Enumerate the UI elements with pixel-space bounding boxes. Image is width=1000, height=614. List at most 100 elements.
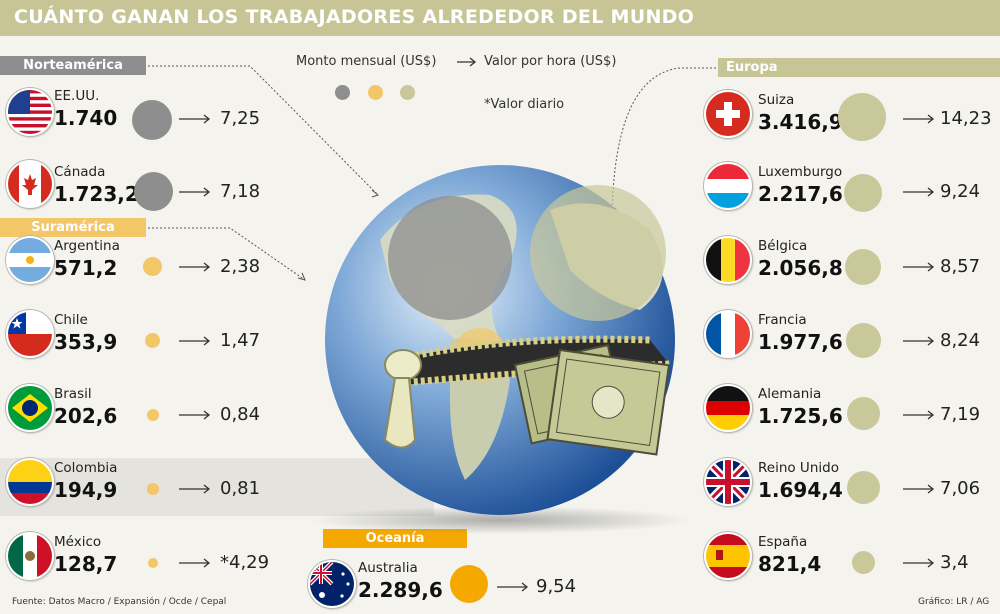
monthly-bubble — [143, 257, 162, 276]
hourly-value: 1,47 — [220, 330, 261, 351]
arrow-icon — [178, 482, 212, 501]
monthly-value: 2.056,8 — [758, 256, 843, 280]
monthly-value: 821,4 — [758, 552, 822, 576]
legend-dot-north-america — [335, 85, 350, 100]
monthly-bubble — [147, 483, 159, 495]
arrow-icon — [178, 556, 212, 575]
hourly-value: 7,18 — [220, 181, 261, 202]
usa-flag-icon — [6, 88, 54, 136]
argentina-flag-icon — [6, 236, 54, 284]
monthly-bubble — [147, 409, 159, 421]
monthly-value: 202,6 — [54, 404, 118, 428]
colombia-flag-icon — [6, 458, 54, 506]
country-name: Bélgica — [758, 238, 808, 254]
country-name: Luxemburgo — [758, 164, 843, 180]
hourly-value: 0,81 — [220, 478, 261, 499]
arrow-icon — [902, 185, 936, 204]
monthly-bubble — [134, 172, 173, 211]
country-name: España — [758, 534, 808, 550]
monthly-value: 2.217,6 — [758, 182, 843, 206]
arrow-icon — [178, 112, 212, 131]
country-name: EE.UU. — [54, 88, 100, 104]
monthly-bubble — [450, 565, 488, 603]
monthly-value: 3.416,9 — [758, 110, 843, 134]
region-label: Europa — [726, 60, 778, 75]
monthly-bubble — [847, 397, 880, 430]
hourly-value: 7,06 — [940, 478, 981, 499]
hourly-value: 7,25 — [220, 108, 261, 129]
arrow-icon — [902, 408, 936, 427]
page-title: CUÁNTO GANAN LOS TRABAJADORES ALREDEDOR … — [14, 6, 695, 28]
title-bar: CUÁNTO GANAN LOS TRABAJADORES ALREDEDOR … — [0, 0, 1000, 36]
globe-illustration — [310, 165, 690, 534]
country-name: Chile — [54, 312, 88, 328]
monthly-bubble — [132, 100, 172, 140]
hourly-value: 9,24 — [940, 181, 981, 202]
monthly-value: 194,9 — [54, 478, 118, 502]
arrow-icon — [496, 580, 530, 599]
monthly-bubble — [145, 333, 160, 348]
region-label: Oceanía — [365, 531, 425, 546]
country-name: Cánada — [54, 164, 106, 180]
spain-flag-icon — [704, 532, 752, 580]
monthly-value: 1.725,6 — [758, 404, 843, 428]
country-name: México — [54, 534, 102, 550]
monthly-bubble — [852, 551, 875, 574]
credit-note: Gráfico: LR / AG — [918, 597, 990, 607]
legend-dot-south-america — [368, 85, 383, 100]
country-name: Reino Unido — [758, 460, 839, 476]
monthly-bubble — [845, 249, 881, 285]
monthly-bubble — [844, 174, 882, 212]
monthly-bubble — [846, 323, 881, 358]
monthly-value: 571,2 — [54, 256, 118, 280]
mexico-flag-icon — [6, 532, 54, 580]
monthly-value: 2.289,6 — [358, 578, 443, 602]
country-name: Alemania — [758, 386, 822, 402]
monthly-bubble — [148, 558, 158, 568]
bubble-overlay-europe — [530, 185, 666, 321]
arrow-icon — [178, 334, 212, 353]
monthly-bubble — [838, 93, 886, 141]
arrow-icon — [178, 185, 212, 204]
hourly-value: 8,57 — [940, 256, 981, 277]
monthly-value: 1.977,6 — [758, 330, 843, 354]
hourly-value: 2,38 — [220, 256, 261, 277]
legend-daily-note: *Valor diario — [484, 97, 565, 112]
hourly-value: 3,4 — [940, 552, 969, 573]
brazil-flag-icon — [6, 384, 54, 432]
arrow-icon — [902, 556, 936, 575]
arrow-icon — [902, 112, 936, 131]
canada-flag-icon — [6, 160, 54, 208]
monthly-value: 353,9 — [54, 330, 118, 354]
region-tag-north-america: Norteamérica — [0, 56, 146, 75]
germany-flag-icon — [704, 384, 752, 432]
legend-monthly: Monto mensual (US$) — [296, 54, 437, 69]
monthly-value: 128,7 — [54, 552, 118, 576]
colombia-highlight — [0, 458, 434, 516]
hourly-value: 0,84 — [220, 404, 261, 425]
country-name: Brasil — [54, 386, 92, 402]
arrow-icon — [178, 260, 212, 279]
region-tag-europe: Europa — [718, 58, 1000, 77]
legend-dot-europe — [400, 85, 415, 100]
region-label: Norteamérica — [23, 58, 123, 73]
region-label: Suramérica — [31, 220, 115, 235]
australia-flag-icon — [308, 560, 356, 608]
france-flag-icon — [704, 310, 752, 358]
country-name: Suiza — [758, 92, 795, 108]
uk-flag-icon — [704, 458, 752, 506]
legend-hourly: Valor por hora (US$) — [484, 54, 617, 69]
legend-arrow-icon — [456, 55, 478, 74]
bubble-overlay-north-america — [388, 196, 512, 320]
luxembourg-flag-icon — [704, 162, 752, 210]
hourly-value: *4,29 — [220, 552, 270, 573]
country-name: Australia — [358, 560, 418, 576]
monthly-value: 1.694,4 — [758, 478, 843, 502]
source-note: Fuente: Datos Macro / Expansión / Ocde /… — [12, 597, 227, 607]
arrow-icon — [902, 260, 936, 279]
country-name: Francia — [758, 312, 807, 328]
country-name: Colombia — [54, 460, 118, 476]
region-tag-south-america: Suramérica — [0, 218, 146, 237]
hourly-value: 9,54 — [536, 576, 577, 597]
region-tag-oceania: Oceanía — [323, 529, 467, 548]
